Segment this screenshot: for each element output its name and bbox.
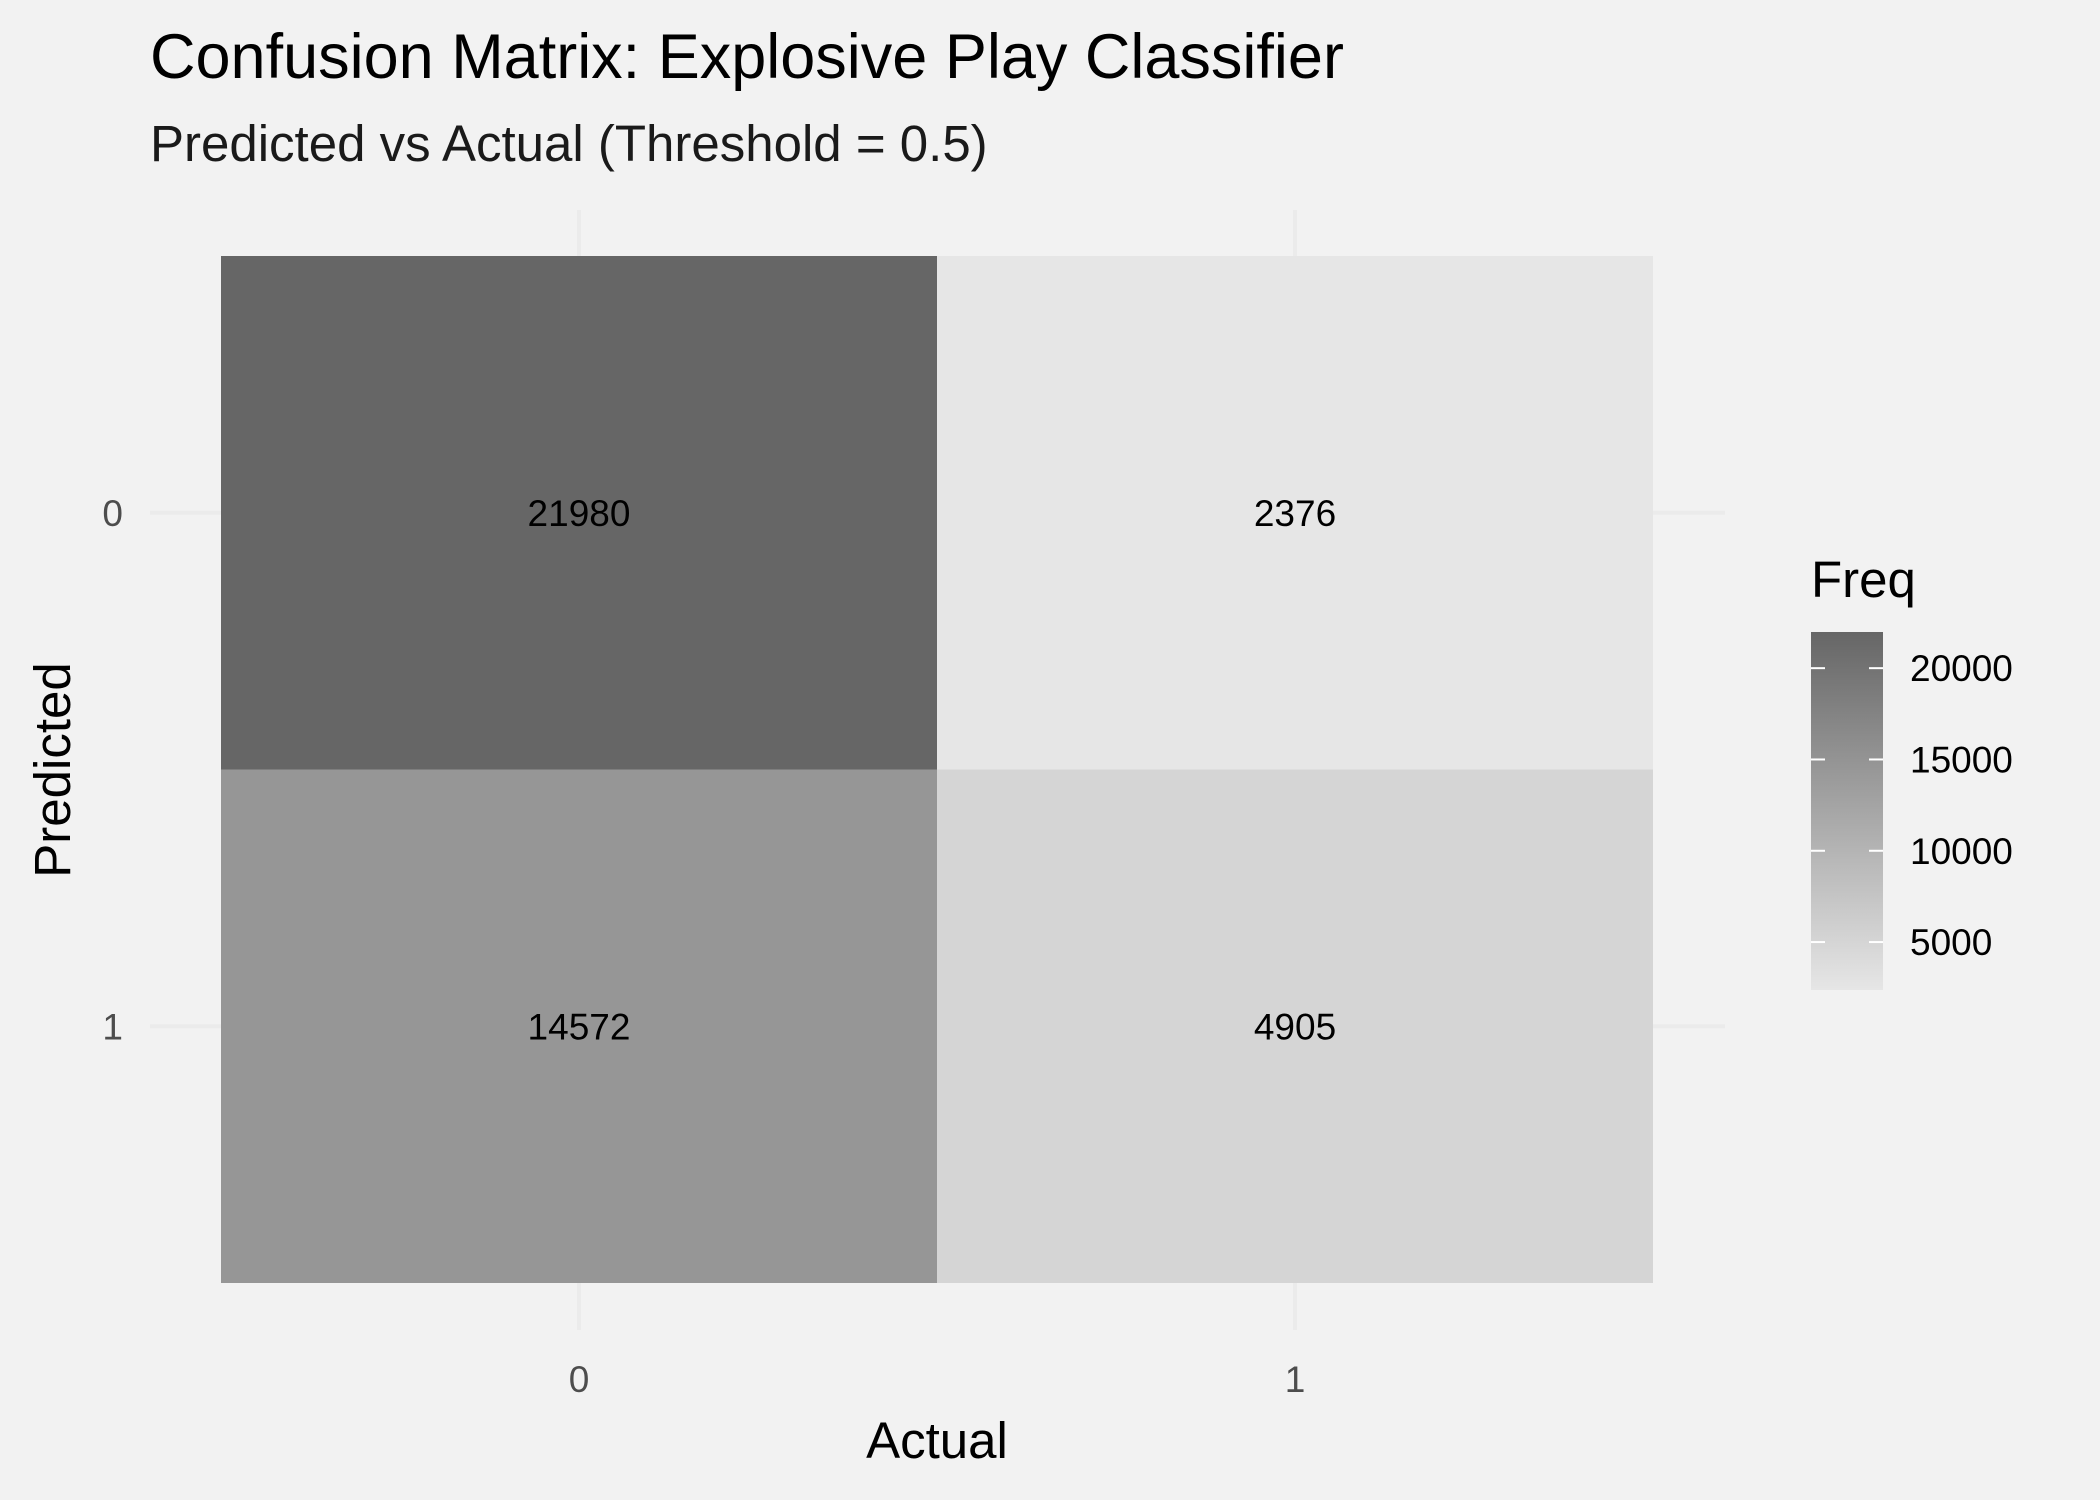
legend-tick-label: 5000	[1910, 922, 1992, 963]
x-tick-label: 1	[1285, 1359, 1306, 1400]
heatmap-cell	[937, 769, 1653, 1283]
chart-title: Confusion Matrix: Explosive Play Classif…	[150, 22, 1344, 92]
legend-ticks: 5000 10000 15000 20000	[1811, 648, 2013, 963]
legend-title: Freq	[1811, 551, 1916, 608]
y-axis-ticks: 01	[102, 493, 123, 1048]
legend-tick-label: 10000	[1910, 831, 2013, 872]
chart-subtitle: Predicted vs Actual (Threshold = 0.5)	[150, 115, 988, 172]
cell-value-label: 21980	[528, 493, 631, 534]
legend-tick-label: 15000	[1910, 739, 2013, 780]
cell-value-label: 14572	[528, 1006, 631, 1047]
heatmap-cell	[937, 256, 1653, 770]
legend-colorbar	[1811, 632, 1883, 990]
cell-labels: 21980 2376 14572 4905	[528, 493, 1337, 1048]
legend-tick-label: 20000	[1910, 648, 2013, 689]
cell-value-label: 2376	[1254, 493, 1336, 534]
y-tick-label: 1	[102, 1006, 123, 1047]
heatmap-cell	[221, 256, 937, 770]
cell-value-label: 4905	[1254, 1006, 1336, 1047]
heatmap-cell	[221, 769, 937, 1283]
y-axis-title: Predicted	[24, 662, 81, 877]
x-tick-label: 0	[569, 1359, 590, 1400]
y-tick-label: 0	[102, 493, 123, 534]
legend: Freq 5000 10000 15000 20000	[1811, 551, 2013, 990]
x-axis-title: Actual	[866, 1412, 1008, 1469]
heatmap-cells	[221, 256, 1653, 1283]
